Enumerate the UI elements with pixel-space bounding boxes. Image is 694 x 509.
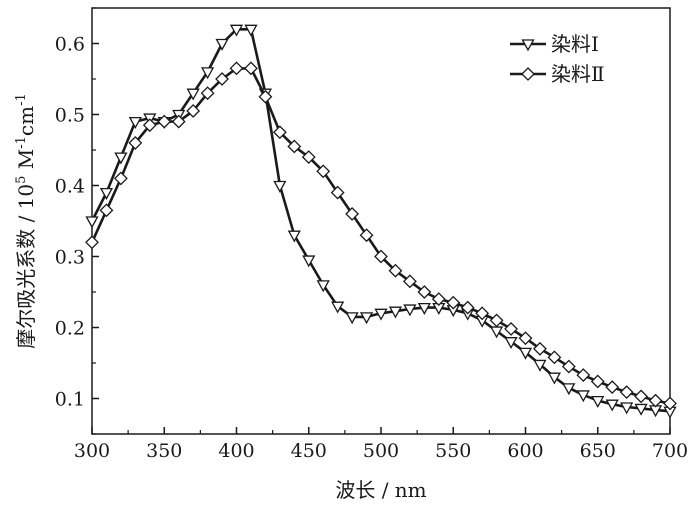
y-tick-label: 0.1 — [55, 389, 85, 411]
triangle-marker — [115, 153, 126, 163]
y-axis-title-prefix: 摩尔吸光系数 / 10 — [14, 184, 38, 349]
series-line — [92, 29, 670, 411]
x-axis-ticks: 300 350 400 450 500 550 600 650 700 — [74, 427, 688, 462]
diamond-marker — [563, 361, 575, 373]
legend-label: 染料Ⅰ — [551, 32, 599, 56]
triangle-marker — [87, 217, 98, 227]
legend-entry: 染料Ⅱ — [510, 62, 605, 86]
x-tick-label: 300 — [74, 440, 110, 462]
x-tick-label: 500 — [363, 440, 399, 462]
diamond-marker — [606, 381, 618, 393]
diamond-marker — [577, 369, 589, 381]
y-axis-title-exp: 5 — [14, 176, 29, 184]
x-tick-label: 700 — [652, 440, 688, 462]
diamond-marker — [635, 390, 647, 402]
diamond-marker — [115, 172, 127, 184]
triangle-marker — [506, 338, 517, 348]
x-tick-label: 400 — [218, 440, 254, 462]
triangle-marker — [549, 373, 560, 383]
series-2 — [86, 62, 676, 409]
diamond-marker — [86, 236, 98, 248]
x-axis-title: 波长 / nm — [335, 478, 426, 502]
y-tick-label: 0.3 — [55, 247, 85, 269]
diamond-marker — [245, 62, 257, 74]
triangle-marker — [130, 118, 141, 128]
diamond-marker — [621, 386, 633, 398]
y-tick-label: 0.2 — [55, 318, 85, 340]
x-tick-label: 650 — [580, 440, 616, 462]
y-tick-label: 0.6 — [55, 34, 85, 56]
x-tick-label: 350 — [146, 440, 182, 462]
triangle-marker — [101, 189, 112, 199]
triangle-marker — [274, 182, 285, 192]
y-axis-title-unit2: cm — [14, 106, 38, 136]
diamond-marker — [491, 314, 503, 326]
y-axis-title-unit1-exp: -1 — [14, 136, 29, 149]
diamond-marker — [505, 323, 517, 335]
x-tick-label: 600 — [507, 440, 543, 462]
diamond-marker — [592, 375, 604, 387]
legend-label: 染料Ⅱ — [551, 62, 605, 86]
legend-entry: 染料Ⅰ — [510, 32, 599, 56]
y-axis-title-unit2-exp: -1 — [14, 93, 29, 106]
y-tick-label: 0.5 — [55, 105, 85, 127]
diamond-marker — [100, 204, 112, 216]
triangle-marker — [217, 40, 228, 50]
triangle-marker — [491, 327, 502, 337]
diamond-marker — [650, 395, 662, 407]
x-tick-label: 450 — [291, 440, 327, 462]
x-tick-label: 550 — [435, 440, 471, 462]
triangle-marker — [332, 302, 343, 312]
diamond-marker — [522, 68, 534, 80]
legend: 染料Ⅰ 染料Ⅱ — [510, 32, 605, 86]
y-axis-title: 摩尔吸光系数 / 105 M-1cm-1 — [14, 93, 38, 349]
y-tick-label: 0.4 — [55, 176, 85, 198]
y-axis-title-unit1: M — [14, 149, 38, 176]
